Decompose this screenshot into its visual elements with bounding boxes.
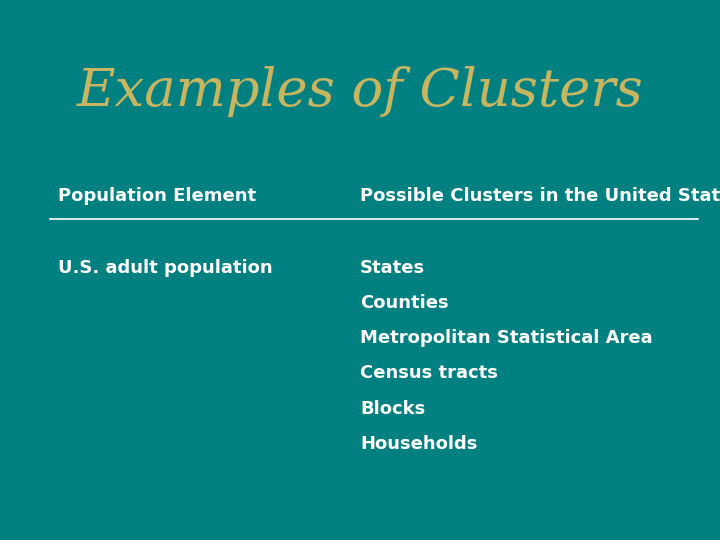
Text: States: States — [360, 259, 425, 277]
Text: Metropolitan Statistical Area: Metropolitan Statistical Area — [360, 329, 652, 347]
Text: Examples of Clusters: Examples of Clusters — [76, 66, 644, 117]
Text: Blocks: Blocks — [360, 400, 426, 417]
Text: Population Element: Population Element — [58, 187, 256, 205]
Text: Possible Clusters in the United States: Possible Clusters in the United States — [360, 187, 720, 205]
Text: U.S. adult population: U.S. adult population — [58, 259, 272, 277]
Text: Counties: Counties — [360, 294, 449, 312]
Text: Census tracts: Census tracts — [360, 364, 498, 382]
Text: Households: Households — [360, 435, 477, 453]
